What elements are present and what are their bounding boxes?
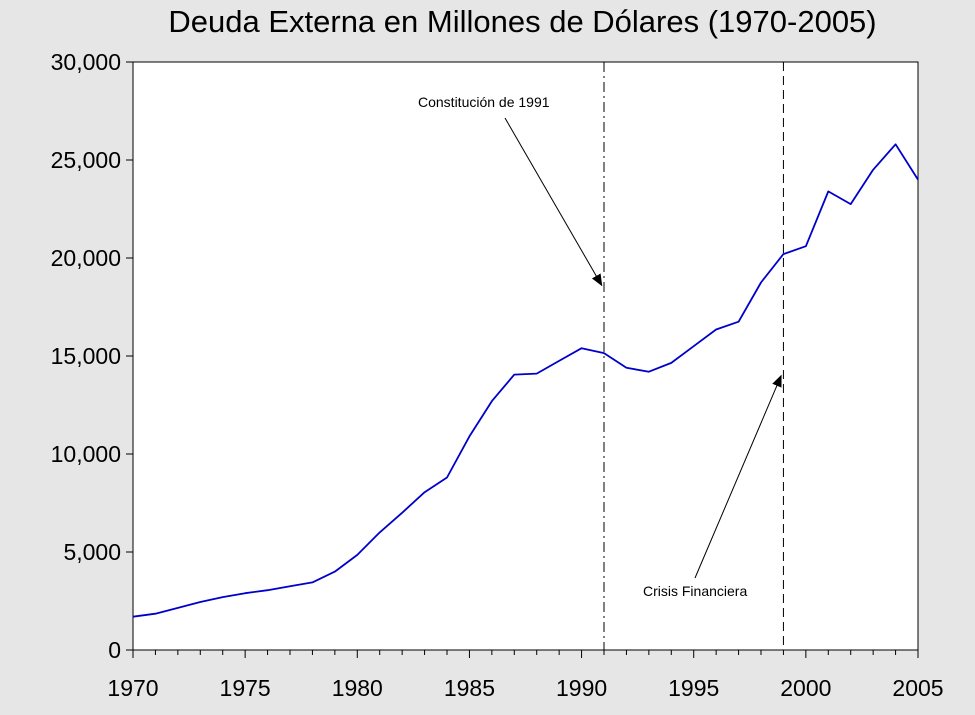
y-tick-label: 10,000: [51, 441, 121, 467]
annotation-arrow-crisis: [694, 374, 782, 579]
reference-lines: [603, 62, 784, 650]
x-tick-label: 1970: [107, 675, 158, 701]
y-tick-label: 25,000: [51, 147, 121, 173]
x-tick-label: 2005: [892, 675, 943, 701]
x-tick-label: 1995: [668, 675, 719, 701]
y-tick-label: 15,000: [51, 343, 121, 369]
y-tick-label: 0: [108, 637, 121, 663]
x-tick-label: 1990: [556, 675, 607, 701]
annotation-arrow-constitucion: [504, 117, 603, 287]
y-tick-label: 30,000: [51, 49, 121, 75]
x-tick-label: 1985: [444, 675, 495, 701]
y-tick-label: 5,000: [63, 539, 121, 565]
x-tick-label: 2000: [780, 675, 831, 701]
x-tick-label: 1975: [220, 675, 271, 701]
series-line-0: [132, 143, 919, 618]
annotations: Constitución de 1991 Crisis Financiera: [418, 94, 782, 599]
annotation-crisis-financiera: Crisis Financiera: [643, 583, 747, 599]
y-tick-label: 20,000: [51, 245, 121, 271]
chart-title: Deuda Externa en Millones de Dólares (19…: [168, 4, 877, 39]
axes: 0 5,000 10,000 15,000 20,000 25,000 30,000 1970…: [51, 49, 944, 701]
plot-area: [132, 61, 919, 651]
series-layer: [132, 143, 919, 618]
annotation-constitucion-1991: Constitución de 1991: [418, 94, 550, 110]
x-tick-label: 1980: [332, 675, 383, 701]
